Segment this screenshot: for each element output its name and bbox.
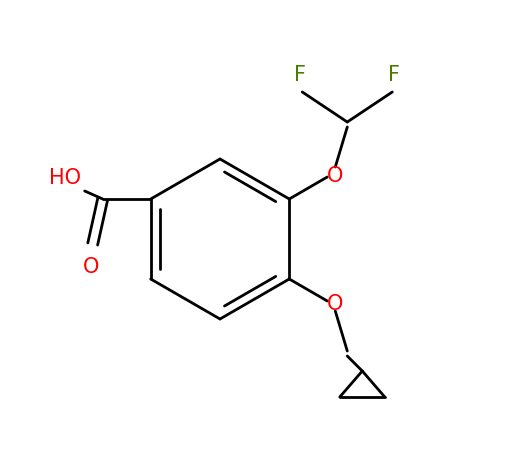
Text: F: F [294, 65, 306, 85]
Text: O: O [327, 166, 344, 186]
Text: O: O [327, 294, 344, 313]
Text: O: O [82, 257, 99, 276]
Text: F: F [388, 65, 400, 85]
Text: HO: HO [49, 168, 81, 188]
